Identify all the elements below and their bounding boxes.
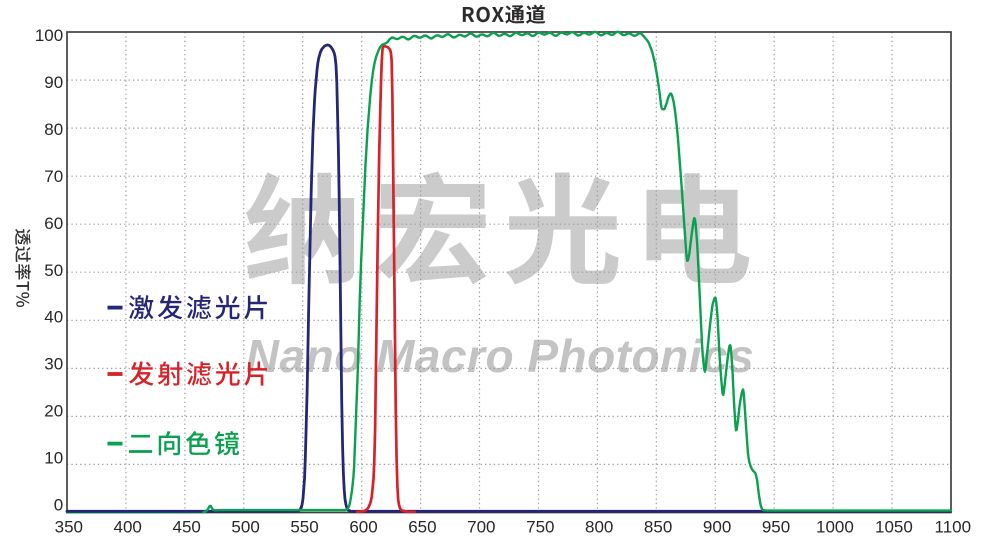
svg-text:900: 900	[703, 517, 731, 536]
svg-text:20: 20	[44, 402, 63, 421]
svg-text:800: 800	[585, 517, 613, 536]
svg-text:700: 700	[467, 517, 495, 536]
svg-text:40: 40	[44, 308, 63, 327]
svg-text:1050: 1050	[875, 517, 913, 536]
svg-text:100: 100	[35, 26, 63, 45]
svg-text:500: 500	[231, 517, 259, 536]
svg-text:60: 60	[44, 214, 63, 233]
svg-text:600: 600	[349, 517, 377, 536]
svg-text:0: 0	[54, 496, 63, 515]
svg-text:950: 950	[762, 517, 790, 536]
svg-text:Nano Macro Photonics: Nano Macro Photonics	[246, 330, 754, 382]
svg-text:850: 850	[644, 517, 672, 536]
svg-text:1000: 1000	[816, 517, 854, 536]
svg-text:650: 650	[408, 517, 436, 536]
svg-text:50: 50	[44, 261, 63, 280]
svg-text:1100: 1100	[935, 517, 972, 536]
svg-text:550: 550	[290, 517, 318, 536]
svg-text:350: 350	[55, 517, 83, 536]
svg-text:80: 80	[44, 120, 63, 139]
svg-text:400: 400	[114, 517, 142, 536]
svg-text:750: 750	[526, 517, 554, 536]
svg-text:70: 70	[44, 167, 63, 186]
svg-text:90: 90	[44, 73, 63, 92]
svg-text:30: 30	[44, 355, 63, 374]
svg-text:450: 450	[173, 517, 201, 536]
svg-text:10: 10	[44, 449, 63, 468]
